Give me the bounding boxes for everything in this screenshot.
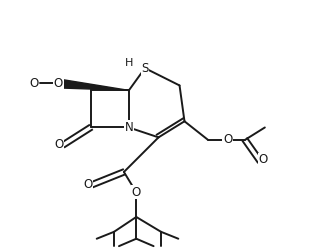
Text: H: H bbox=[125, 58, 133, 68]
Text: O: O bbox=[223, 133, 232, 146]
Text: S: S bbox=[141, 62, 149, 75]
Text: O: O bbox=[54, 77, 63, 90]
Text: O: O bbox=[258, 153, 268, 166]
Text: O: O bbox=[132, 186, 141, 199]
Polygon shape bbox=[58, 79, 129, 90]
Text: O: O bbox=[29, 77, 39, 90]
Text: O: O bbox=[54, 138, 63, 151]
Text: O: O bbox=[83, 178, 93, 191]
Text: N: N bbox=[125, 121, 133, 134]
